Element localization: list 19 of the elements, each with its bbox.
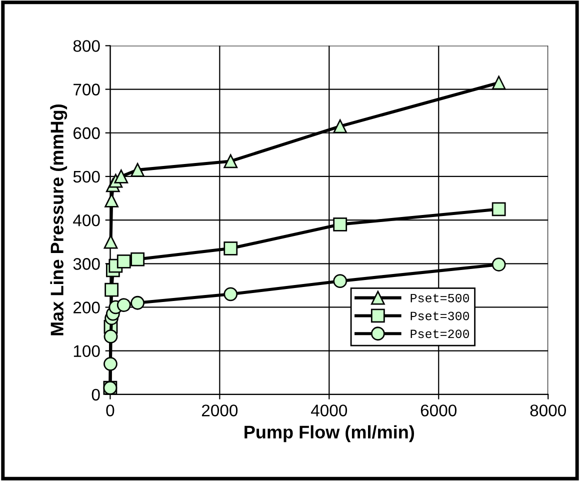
x-tick-label: 4000 [310,404,348,416]
x-tick-label: 0 [106,404,114,416]
y-tick-label: 400 [73,214,100,226]
y-tick-label: 500 [73,170,100,183]
x-tick-label: 8000 [530,404,566,416]
y-tick-label: 200 [74,302,100,314]
y-tick-label: 700 [74,84,100,96]
legend-label: Pset=300 [410,312,470,320]
y-tick-label: 300 [73,258,100,270]
y-tick-label: 0 [92,388,100,401]
y-axis-title: Max Line Pressure (mmHg) [50,104,68,336]
y-tick-label: 600 [74,127,100,140]
legend-label: Pset=500 [410,294,470,302]
y-tick-label: 800 [73,40,100,52]
x-tick-label: 2000 [202,404,238,416]
x-axis-title: Pump Flow (ml/min) [244,425,414,442]
y-tick-label: 100 [74,345,100,358]
legend-label: Pset=200 [410,330,470,338]
x-tick-label: 6000 [420,404,457,416]
